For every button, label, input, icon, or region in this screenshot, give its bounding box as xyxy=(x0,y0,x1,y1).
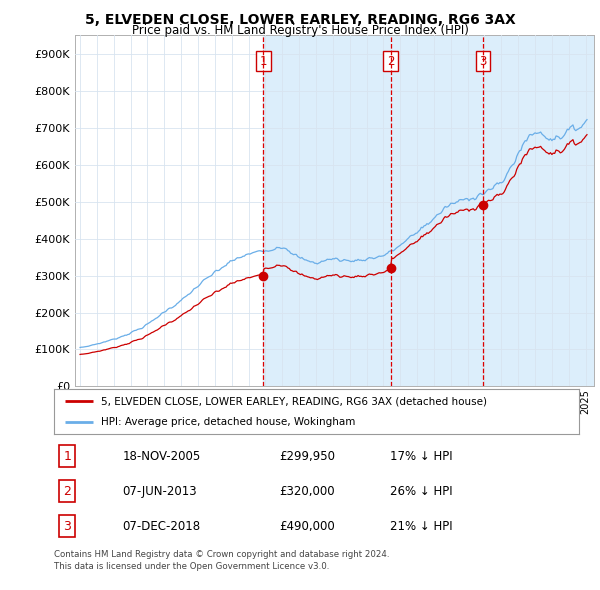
Text: 3: 3 xyxy=(63,520,71,533)
Text: £490,000: £490,000 xyxy=(280,520,335,533)
Text: 1: 1 xyxy=(63,450,71,463)
Text: HPI: Average price, detached house, Wokingham: HPI: Average price, detached house, Woki… xyxy=(101,417,356,427)
Text: Contains HM Land Registry data © Crown copyright and database right 2024.
This d: Contains HM Land Registry data © Crown c… xyxy=(54,550,389,571)
Text: Price paid vs. HM Land Registry's House Price Index (HPI): Price paid vs. HM Land Registry's House … xyxy=(131,24,469,37)
Text: 2: 2 xyxy=(63,484,71,498)
Bar xyxy=(483,35,594,386)
Text: 5, ELVEDEN CLOSE, LOWER EARLEY, READING, RG6 3AX (detached house): 5, ELVEDEN CLOSE, LOWER EARLEY, READING,… xyxy=(101,396,487,407)
Text: 26% ↓ HPI: 26% ↓ HPI xyxy=(390,484,452,498)
Text: 2: 2 xyxy=(387,55,394,68)
Bar xyxy=(263,35,391,386)
Text: 21% ↓ HPI: 21% ↓ HPI xyxy=(390,520,452,533)
Text: 17% ↓ HPI: 17% ↓ HPI xyxy=(390,450,452,463)
Bar xyxy=(391,35,483,386)
Text: 1: 1 xyxy=(260,55,267,68)
Text: £299,950: £299,950 xyxy=(280,450,336,463)
Text: 3: 3 xyxy=(479,55,487,68)
Text: 18-NOV-2005: 18-NOV-2005 xyxy=(122,450,200,463)
Text: 07-JUN-2013: 07-JUN-2013 xyxy=(122,484,197,498)
Text: 5, ELVEDEN CLOSE, LOWER EARLEY, READING, RG6 3AX: 5, ELVEDEN CLOSE, LOWER EARLEY, READING,… xyxy=(85,13,515,27)
Text: 07-DEC-2018: 07-DEC-2018 xyxy=(122,520,200,533)
Text: £320,000: £320,000 xyxy=(280,484,335,498)
